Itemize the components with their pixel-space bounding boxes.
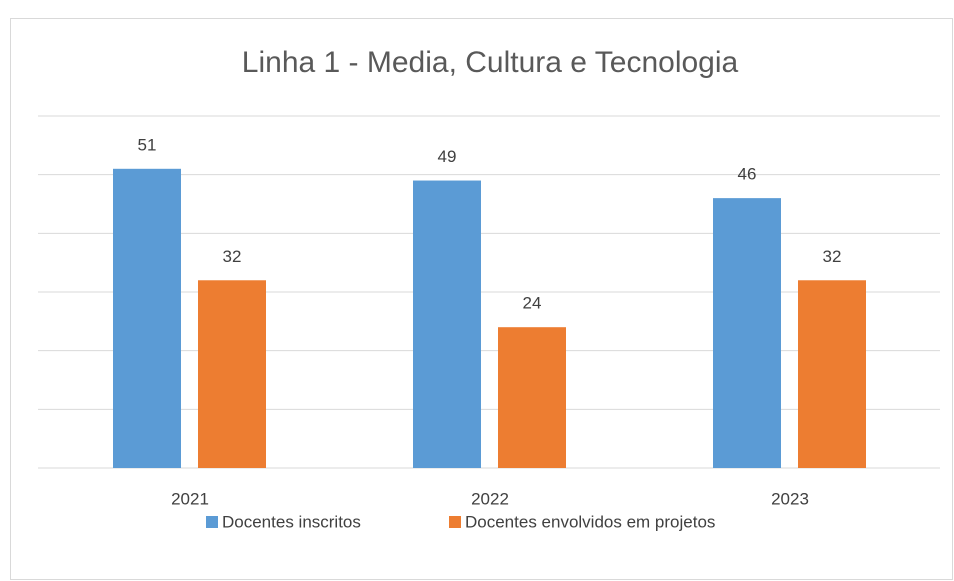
bar	[798, 280, 866, 468]
legend-swatch	[206, 516, 218, 528]
x-tick-label: 2022	[471, 489, 509, 508]
data-label: 46	[738, 165, 757, 184]
bar	[198, 280, 266, 468]
data-label: 51	[138, 135, 157, 154]
data-label: 32	[823, 247, 842, 266]
bar	[498, 327, 566, 468]
bar	[413, 180, 481, 469]
legend-label: Docentes inscritos	[222, 512, 361, 531]
x-tick-label: 2023	[771, 489, 809, 508]
x-tick-label: 2021	[171, 489, 209, 508]
data-label: 32	[223, 247, 242, 266]
bar	[713, 198, 781, 468]
data-label: 24	[523, 294, 542, 313]
chart-title: Linha 1 - Media, Cultura e Tecnologia	[242, 46, 739, 79]
data-label: 49	[438, 147, 457, 166]
bar	[113, 168, 181, 469]
legend-swatch	[449, 516, 461, 528]
legend-label: Docentes envolvidos em projetos	[465, 512, 715, 531]
